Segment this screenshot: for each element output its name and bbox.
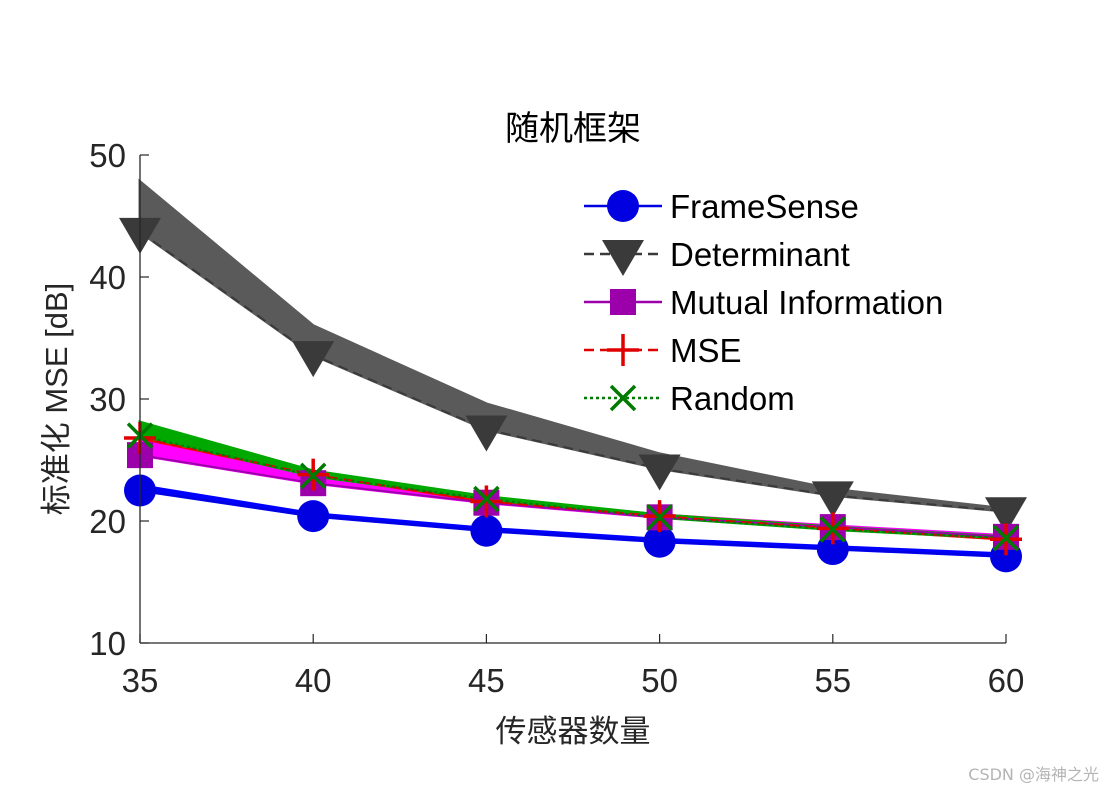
x-marker <box>992 524 1020 552</box>
x-axis-label: 传感器数量 <box>496 714 651 750</box>
axes <box>139 155 1006 644</box>
legend-label: FrameSense <box>670 188 859 225</box>
x-marker <box>609 384 637 412</box>
legend-label: Determinant <box>670 236 850 273</box>
line-mutual-information <box>139 454 1007 538</box>
y-tick-label: 20 <box>89 503 126 540</box>
legend: FrameSense Determinant Mutual Information M… <box>584 188 943 417</box>
legend-label: MSE <box>670 332 742 369</box>
circle-marker <box>297 500 330 533</box>
x-tick-label: 60 <box>988 662 1025 699</box>
watermark: CSDN @海神之光 <box>968 765 1099 784</box>
legend-item-random: Random <box>584 380 795 417</box>
x-ticks: 35 40 45 50 55 60 <box>122 634 1025 699</box>
circle-marker <box>470 514 503 547</box>
triangle-down-marker <box>811 481 854 518</box>
x-tick-label: 45 <box>468 662 505 699</box>
circle-marker <box>607 190 639 222</box>
x-tick-label: 35 <box>122 662 159 699</box>
x-tick-label: 40 <box>295 662 332 699</box>
series-lines <box>139 231 1007 558</box>
line-framesense <box>139 489 1007 558</box>
legend-item-framesense: FrameSense <box>584 188 859 225</box>
line-determinant <box>139 231 1007 513</box>
x-marker <box>473 485 500 513</box>
legend-item-mse: MSE <box>584 332 742 369</box>
square-marker <box>610 289 636 315</box>
triangle-down-marker <box>292 341 335 378</box>
band-mse <box>138 433 1008 541</box>
legend-item-mutual-information: Mutual Information <box>584 284 943 321</box>
x-tick-label: 55 <box>814 662 851 699</box>
x-marker <box>646 504 673 531</box>
circle-marker <box>816 533 849 566</box>
band-mutual-information <box>138 438 1008 539</box>
line-random <box>139 434 1007 540</box>
triangle-down-marker <box>465 415 508 452</box>
confidence-bands <box>138 178 1008 558</box>
circle-marker <box>643 525 676 558</box>
y-axis-label: 标准化 MSE [dB] <box>39 283 74 516</box>
legend-item-determinant: Determinant <box>584 236 850 276</box>
x-marker <box>299 462 327 490</box>
y-tick-label: 40 <box>89 259 126 296</box>
series-markers <box>119 217 1027 573</box>
triangle-down-marker <box>602 240 644 276</box>
x-marker <box>819 516 847 543</box>
y-tick-label: 10 <box>89 625 126 662</box>
chart-title: 随机框架 <box>505 109 641 149</box>
y-tick-label: 30 <box>89 381 126 418</box>
plus-marker <box>607 334 639 366</box>
legend-label: Random <box>670 380 795 417</box>
triangle-down-marker <box>985 497 1027 534</box>
line-mse <box>139 437 1007 541</box>
triangle-down-marker <box>638 454 681 491</box>
legend-label: Mutual Information <box>670 284 943 321</box>
y-ticks: 10 20 30 40 50 <box>89 137 149 662</box>
x-tick-label: 50 <box>641 662 678 699</box>
y-tick-label: 50 <box>89 137 126 174</box>
